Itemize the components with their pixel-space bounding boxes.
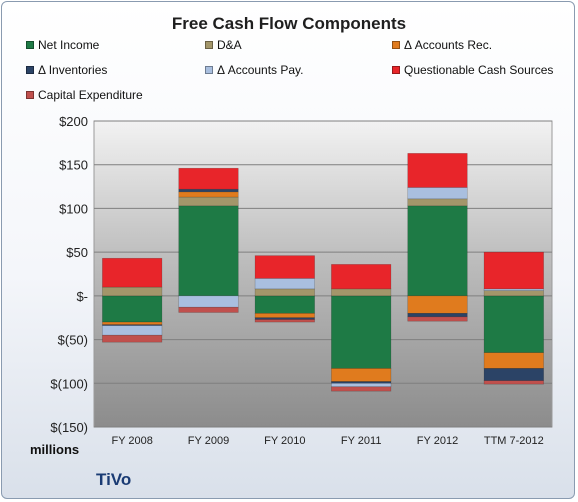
x-tick-label: TTM 7-2012 bbox=[484, 435, 544, 447]
x-tick-label: FY 2010 bbox=[264, 435, 305, 447]
bar-segment bbox=[178, 295, 239, 308]
legend-label: Questionable Cash Sources bbox=[404, 63, 554, 77]
bar-segment bbox=[178, 205, 239, 297]
x-tick-label: FY 2009 bbox=[188, 435, 229, 447]
legend-swatch bbox=[392, 41, 400, 49]
bar-segment bbox=[407, 198, 468, 207]
y-tick-label: $100 bbox=[59, 201, 88, 216]
legend-item: Questionable Cash Sources bbox=[392, 63, 553, 77]
legend-item: Δ Inventories bbox=[26, 63, 107, 77]
bar-segment bbox=[178, 306, 239, 313]
bar-segment bbox=[178, 167, 239, 190]
bar-segment bbox=[254, 288, 315, 297]
y-tick-label: $- bbox=[76, 289, 88, 304]
bar-segment bbox=[407, 187, 468, 200]
y-tick-label: $(150) bbox=[50, 420, 88, 435]
bar-segment bbox=[102, 325, 163, 336]
bar-segment bbox=[178, 191, 239, 198]
bar-segment bbox=[407, 153, 468, 188]
bar-segment bbox=[483, 290, 544, 297]
bar-segment bbox=[178, 188, 239, 193]
legend-swatch bbox=[392, 66, 400, 74]
bar-segment bbox=[407, 313, 468, 318]
bar-segment bbox=[483, 380, 544, 385]
legend-item: Δ Accounts Rec. bbox=[392, 38, 492, 52]
x-tick-label: FY 2011 bbox=[341, 435, 382, 447]
bar-segment bbox=[407, 295, 468, 314]
bar-segment bbox=[254, 319, 315, 323]
legend-item: Δ Accounts Pay. bbox=[205, 63, 304, 77]
units-label: millions bbox=[30, 442, 80, 457]
bar-segment bbox=[407, 316, 468, 322]
chart-title: Free Cash Flow Components bbox=[171, 14, 407, 33]
bar-segment bbox=[178, 196, 239, 207]
plot-area bbox=[93, 120, 553, 428]
bar-segment bbox=[254, 278, 315, 290]
bar-segment bbox=[483, 352, 544, 369]
company-label: TiVo bbox=[96, 470, 132, 489]
legend-label: Net Income bbox=[38, 38, 100, 52]
legend-label: D&A bbox=[217, 38, 242, 52]
bar-segment bbox=[254, 295, 315, 314]
legend-swatch bbox=[26, 91, 34, 99]
bar-segment bbox=[102, 286, 163, 297]
legend-item: D&A bbox=[205, 38, 242, 52]
bar-segment bbox=[102, 295, 163, 323]
y-tick-label: $(100) bbox=[50, 376, 88, 391]
legend-label: Δ Inventories bbox=[38, 63, 108, 77]
legend-swatch bbox=[205, 41, 213, 49]
y-tick-label: $150 bbox=[59, 158, 88, 173]
bar-segment bbox=[331, 264, 392, 290]
bar-segment bbox=[407, 205, 468, 297]
bar-segment bbox=[483, 368, 544, 381]
bar-segment bbox=[331, 295, 392, 369]
bar-segment bbox=[331, 288, 392, 297]
legend-item: Capital Expenditure bbox=[26, 88, 143, 102]
bar-segment bbox=[331, 386, 392, 392]
bar-segment bbox=[483, 251, 544, 290]
legend-swatch bbox=[205, 66, 213, 74]
bar-segment bbox=[254, 255, 315, 279]
legend-item: Net Income bbox=[26, 38, 99, 52]
y-tick-label: $(50) bbox=[58, 333, 88, 348]
legend-label: Δ Accounts Pay. bbox=[217, 63, 304, 77]
bar-segment bbox=[331, 368, 392, 382]
bar-segment bbox=[331, 382, 392, 388]
bar-segment bbox=[254, 313, 315, 319]
bar-segment bbox=[483, 295, 544, 353]
x-tick-label: FY 2012 bbox=[417, 435, 458, 447]
legend-label: Δ Accounts Rec. bbox=[404, 38, 493, 52]
legend-swatch bbox=[26, 41, 34, 49]
bar-segment bbox=[102, 334, 163, 343]
y-tick-label: $200 bbox=[59, 114, 88, 129]
y-tick-label: $50 bbox=[66, 245, 88, 260]
legend-swatch bbox=[26, 66, 34, 74]
bar-segment bbox=[102, 257, 163, 288]
x-tick-label: FY 2008 bbox=[111, 435, 152, 447]
bar-segment bbox=[102, 321, 163, 326]
legend-label: Capital Expenditure bbox=[38, 88, 143, 102]
